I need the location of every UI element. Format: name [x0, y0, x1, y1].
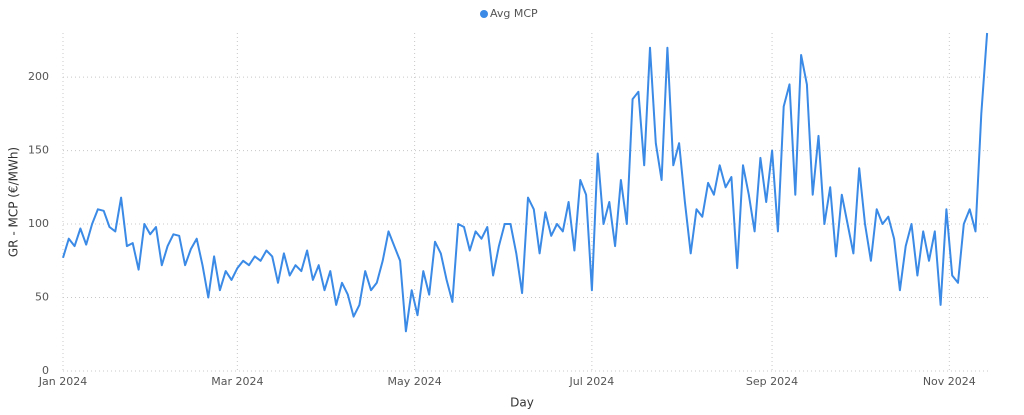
x-tick-label: Mar 2024	[211, 375, 263, 388]
y-tick-label: 50	[35, 291, 49, 304]
y-axis-label: GR - MCP (€/MWh)	[7, 147, 21, 257]
x-axis-label: Day	[510, 396, 534, 410]
x-tick-label: Jul 2024	[569, 375, 615, 388]
legend-marker	[480, 10, 488, 18]
legend-label: Avg MCP	[490, 7, 538, 20]
y-tick-label: 0	[42, 364, 49, 377]
x-tick-label: Sep 2024	[746, 375, 798, 388]
y-tick-label: 100	[28, 217, 49, 230]
x-tick-label: Jan 2024	[38, 375, 87, 388]
x-tick-label: Nov 2024	[923, 375, 976, 388]
data-line	[62, 32, 989, 333]
x-tick-label: May 2024	[388, 375, 442, 388]
y-tick-label: 150	[28, 144, 49, 157]
y-tick-label: 200	[28, 70, 49, 83]
